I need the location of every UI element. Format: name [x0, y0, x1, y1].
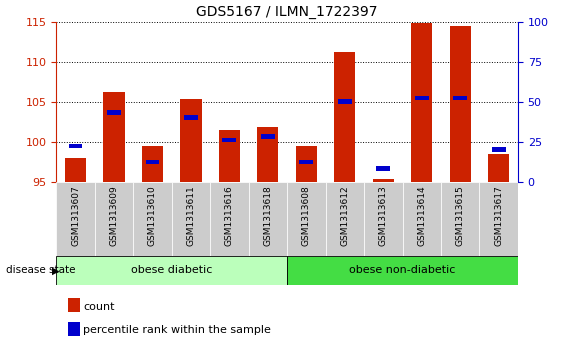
Text: GSM1313608: GSM1313608	[302, 185, 311, 246]
Bar	[210, 182, 249, 256]
Bar	[257, 127, 279, 182]
Bar	[222, 138, 236, 142]
Text: obese non-diabetic: obese non-diabetic	[350, 265, 455, 276]
Bar	[184, 115, 198, 119]
Bar	[480, 182, 518, 256]
Text: GSM1313610: GSM1313610	[148, 185, 157, 246]
Bar	[492, 147, 506, 152]
Bar	[142, 146, 163, 182]
Bar	[377, 166, 390, 171]
Text: GSM1313613: GSM1313613	[379, 185, 388, 246]
Bar	[453, 96, 467, 101]
Text: GSM1313616: GSM1313616	[225, 185, 234, 246]
Title: GDS5167 / ILMN_1722397: GDS5167 / ILMN_1722397	[196, 5, 378, 19]
Bar	[133, 182, 172, 256]
Bar	[107, 110, 121, 115]
Text: percentile rank within the sample: percentile rank within the sample	[83, 325, 271, 335]
Bar	[411, 23, 432, 182]
Bar	[373, 179, 394, 182]
Bar	[415, 96, 428, 101]
Bar	[249, 182, 287, 256]
Bar	[104, 92, 124, 182]
Bar	[56, 256, 287, 285]
Bar	[65, 158, 86, 182]
Bar	[69, 144, 82, 148]
Text: GSM1313614: GSM1313614	[417, 185, 426, 246]
Bar	[364, 182, 403, 256]
Bar	[287, 182, 325, 256]
Bar	[325, 182, 364, 256]
Bar	[338, 99, 352, 103]
Bar	[261, 134, 275, 139]
Text: GSM1313612: GSM1313612	[341, 185, 349, 246]
Text: GSM1313615: GSM1313615	[456, 185, 464, 246]
Bar	[300, 160, 313, 164]
Text: ▶: ▶	[52, 266, 60, 276]
Bar	[180, 99, 202, 182]
Bar	[146, 160, 159, 164]
Bar	[441, 182, 480, 256]
Bar	[56, 182, 95, 256]
Bar	[334, 52, 355, 181]
Bar	[488, 154, 510, 182]
Bar	[172, 182, 210, 256]
Text: count: count	[83, 302, 115, 312]
Text: GSM1313618: GSM1313618	[263, 185, 272, 246]
Text: GSM1313607: GSM1313607	[71, 185, 80, 246]
Bar	[296, 146, 317, 182]
Bar	[219, 130, 240, 182]
Text: obese diabetic: obese diabetic	[131, 265, 212, 276]
Bar	[287, 256, 518, 285]
Text: GSM1313617: GSM1313617	[494, 185, 503, 246]
Text: GSM1313609: GSM1313609	[110, 185, 118, 246]
Text: GSM1313611: GSM1313611	[186, 185, 195, 246]
Bar	[450, 26, 471, 182]
Text: disease state: disease state	[6, 265, 75, 276]
Bar	[403, 182, 441, 256]
Bar	[95, 182, 133, 256]
